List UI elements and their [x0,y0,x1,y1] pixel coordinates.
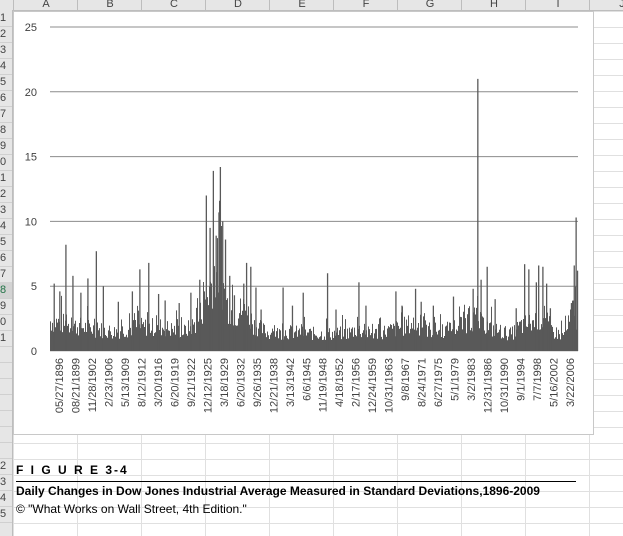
row-header[interactable]: 0 [0,154,12,171]
row-header[interactable]: 5 [0,234,12,251]
row-header[interactable] [0,426,12,443]
x-tick-label: 2/17/1956 [351,358,363,407]
x-tick-label: 05/27/1896 [54,358,66,413]
row-header[interactable]: 3 [0,474,12,491]
column-header-d[interactable]: D [205,0,270,10]
row-header[interactable]: 1 [0,170,12,187]
x-tick-label: 8/12/1912 [136,358,148,407]
row-header[interactable]: 4 [0,58,12,75]
x-tick-label: 5/13/1909 [120,358,132,407]
row-header[interactable]: 8 [0,282,12,299]
copyright-note: © "What Works on Wall Street, 4th Editio… [16,502,247,516]
y-tick-label: 15 [25,152,37,164]
x-tick-label: 8/24/1971 [417,358,429,407]
x-tick-label: 6/27/1975 [433,358,445,407]
daily-changes-chart: 0 5 10 15 20 25 05/27/1896 08/21/1899 11/28/1902… [25,22,579,413]
x-tick-label: 11/28/1902 [87,358,99,412]
x-tick-label: 3/13/1942 [285,358,297,407]
column-header-c[interactable]: C [141,0,206,10]
x-tick-label: 4/18/1952 [334,358,346,407]
row-header[interactable]: 7 [0,266,12,283]
row-header[interactable]: 9 [0,298,12,315]
y-tick-label: 10 [25,216,37,228]
chart-object[interactable]: 0 5 10 15 20 25 05/27/1896 08/21/1899 11/28/1902… [13,11,594,435]
y-tick-label: 25 [25,22,37,34]
x-tick-label: 3/20/1916 [153,358,165,407]
y-tick-label: 5 [31,281,37,293]
row-header[interactable] [0,394,12,411]
x-tick-label: 12/12/1925 [202,358,214,413]
row-header[interactable]: 7 [0,106,12,123]
x-tick-label: 08/21/1899 [70,358,82,413]
x-tick-label: 12/24/1959 [367,358,379,413]
row-header[interactable] [0,410,12,427]
x-tick-label: 11/19/1948 [318,358,330,412]
row-header[interactable]: 2 [0,26,12,43]
row-header[interactable]: 8 [0,122,12,139]
x-tick-label: 12/21/1938 [268,358,280,413]
row-header[interactable]: 5 [0,506,12,523]
x-tick-label: 9/21/1922 [186,358,198,407]
row-header[interactable]: 5 [0,74,12,91]
x-tick-label: 6/20/1932 [235,358,247,407]
x-tick-label: 3/18/1929 [219,358,231,407]
row-header[interactable]: 1 [0,330,12,347]
x-tick-label: 2/23/1906 [103,358,115,407]
figure-label: F I G U R E 3-4 [16,463,129,477]
x-tick-label: 5/16/2002 [549,358,561,407]
row-header[interactable]: 0 [0,314,12,331]
row-header[interactable] [0,378,12,395]
row-header[interactable]: 2 [0,458,12,475]
x-tick-label: 3/2/1983 [466,358,478,401]
column-header-f[interactable]: F [333,0,398,10]
column-header-bar: ABCDEFGHIJ [0,0,623,11]
x-tick-label: 3/22/2006 [565,358,577,407]
row-header[interactable]: 4 [0,218,12,235]
column-header-e[interactable]: E [269,0,334,10]
row-header[interactable]: 9 [0,138,12,155]
row-header[interactable]: 4 [0,490,12,507]
x-tick-label: 7/7/1998 [532,358,544,401]
row-header[interactable]: 3 [0,202,12,219]
x-tick-label: 10/31/1990 [499,358,511,413]
x-tick-label: 5/1/1979 [450,358,462,401]
row-header[interactable] [0,442,12,459]
row-header[interactable]: 6 [0,90,12,107]
x-tick-label: 12/31/1986 [483,358,495,413]
y-tick-label: 20 [25,87,37,99]
y-tick-label: 0 [31,346,37,358]
row-header[interactable]: 3 [0,42,12,59]
row-header[interactable]: 1 [0,10,12,27]
column-header-b[interactable]: B [77,0,142,10]
column-header-i[interactable]: I [525,0,590,10]
x-tick-label: 6/20/1919 [169,358,181,407]
x-tick-label: 9/8/1967 [400,358,412,401]
x-tick-label: 6/6/1945 [301,358,313,401]
x-tick-label: 9/1/1994 [516,358,528,401]
x-tick-label: 9/26/1935 [252,358,264,407]
column-header-g[interactable]: G [397,0,462,10]
column-header-j[interactable]: J [589,0,623,10]
figure-caption: Daily Changes in Dow Jones Industrial Av… [16,481,576,498]
row-header[interactable] [0,362,12,379]
column-header-a[interactable]: A [13,0,78,10]
row-header[interactable]: 2 [0,186,12,203]
x-tick-label: 10/31/1963 [384,358,396,413]
row-header[interactable] [0,346,12,363]
column-header-h[interactable]: H [461,0,526,10]
row-header[interactable]: 6 [0,250,12,267]
